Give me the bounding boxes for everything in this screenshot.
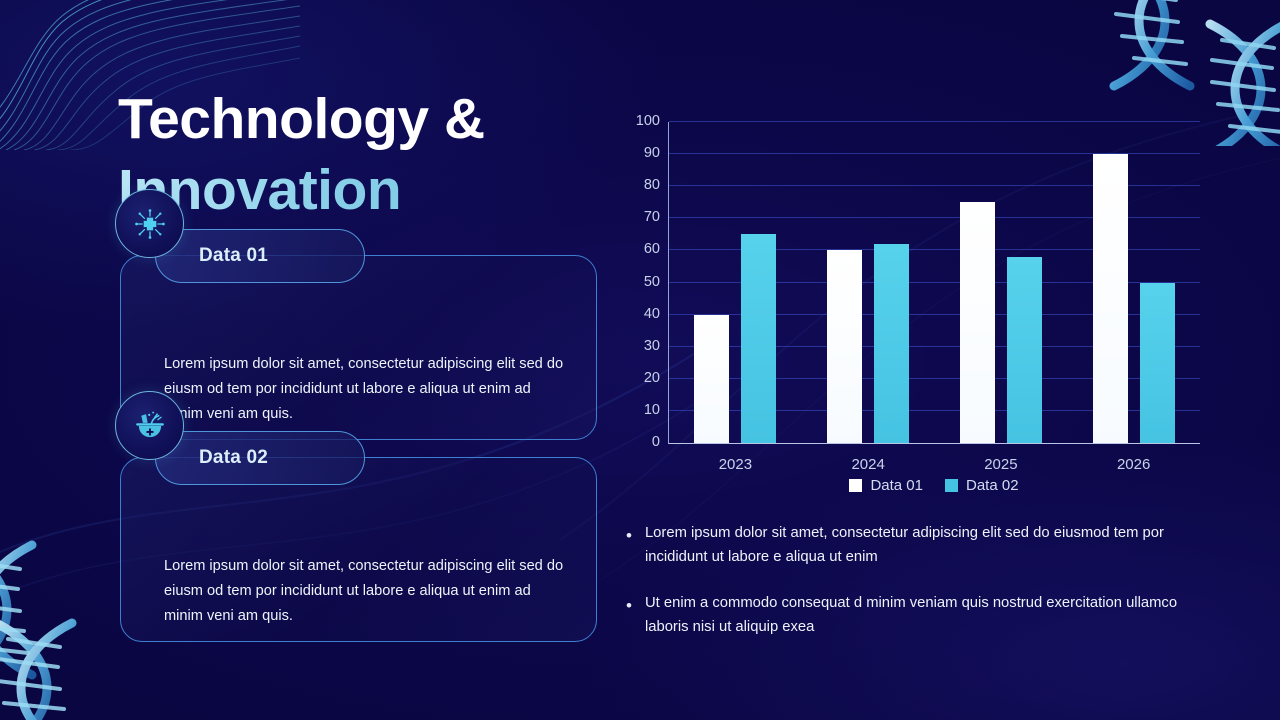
data-card-1-header-pill[interactable]: Data 01 [115, 189, 365, 283]
chart-gridline: 80 [644, 177, 1200, 193]
chart-plot-area: 0 10 20 30 40 50 60 70 80 90 100 2023 2024 2025 2026 [636, 113, 1200, 473]
chart-legend-swatch [945, 479, 958, 492]
chart-gridline: 20 [644, 370, 1200, 386]
chart-legend-label: Data 02 [966, 477, 1019, 494]
chart-y-tick-label: 0 [651, 434, 660, 450]
chart-bar-group: 2025 [935, 122, 1068, 473]
chart-gridline: 90 [644, 145, 1200, 161]
data-card-2-label: Data 02 [199, 447, 268, 468]
bullet-marker-icon: • [626, 526, 632, 545]
bar-chart[interactable]: 0 10 20 30 40 50 60 70 80 90 100 2023 2024 2025 2026 … [618, 112, 1218, 502]
chart-x-tick-label: 2024 [851, 456, 885, 473]
chart-x-tick-label: 2026 [1116, 456, 1151, 473]
chart-y-tick-label: 60 [643, 241, 660, 258]
mortar-pestle-pharmacy-icon [115, 391, 184, 460]
chart-legend-label: Data 01 [870, 477, 923, 494]
bullet-text: Lorem ipsum dolor sit amet, consectetur … [644, 525, 1164, 565]
chart-x-tick-label: 2025 [984, 456, 1018, 473]
chart-x-tick-label: 2023 [718, 456, 753, 473]
list-item: • Lorem ipsum dolor sit amet, consectetur… [626, 522, 1216, 570]
chart-legend[interactable]: Data 01 Data 02 [668, 477, 1200, 494]
chart-bar-group: 2023 [669, 122, 802, 473]
chart-gridline: 70 [644, 209, 1200, 225]
chart-gridline: 0 [652, 434, 1200, 450]
chart-bar[interactable] [741, 234, 777, 443]
chart-bar[interactable] [1139, 282, 1175, 443]
chart-y-tick-label: 10 [643, 401, 660, 418]
chart-y-tick-label: 70 [643, 209, 660, 226]
data-card-2[interactable]: Data 02 Lorem ipsum dolor sit amet, cons… [115, 391, 597, 642]
chart-gridline: 50 [644, 274, 1200, 290]
chart-legend-item[interactable]: Data 02 [945, 477, 1019, 494]
chart-bar[interactable] [874, 243, 910, 443]
chart-bar[interactable] [827, 250, 863, 443]
data-card-2-header-pill[interactable]: Data 02 [115, 391, 365, 485]
chart-bar[interactable] [959, 202, 995, 443]
chart-gridline: 100 [636, 113, 1200, 129]
chart-y-tick-label: 20 [643, 369, 660, 386]
list-item: • Ut enim a commodo consequat d minim ven… [626, 592, 1216, 640]
chart-gridline: 30 [644, 338, 1200, 354]
chart-y-tick-label: 100 [635, 113, 660, 129]
chart-gridline: 40 [644, 306, 1200, 322]
medical-circuit-chip-icon [115, 189, 184, 258]
chart-legend-item[interactable]: Data 01 [849, 477, 923, 494]
data-card-1[interactable]: Data 01 Lorem ipsum dolor sit amet, cons… [115, 189, 597, 440]
chart-bar[interactable] [1092, 154, 1128, 443]
chart-y-tick-label: 40 [643, 305, 660, 322]
chart-y-tick-label: 30 [643, 337, 660, 354]
chart-y-tick-label: 90 [643, 145, 660, 162]
wave-lines-decoration-icon [0, 0, 300, 150]
data-card-2-body: Lorem ipsum dolor sit amet, consectetur … [164, 558, 564, 625]
chart-bar-group: 2026 [1067, 122, 1200, 473]
page-title: Technology & Innovation [118, 84, 485, 225]
title-line-1: Technology & [118, 87, 485, 151]
chart-y-tick-label: 80 [643, 177, 660, 194]
chart-legend-swatch [849, 479, 863, 492]
bullet-marker-icon: • [626, 595, 632, 615]
bullet-list: • Lorem ipsum dolor sit amet, consectetur… [626, 522, 1216, 662]
chart-bar[interactable] [1006, 256, 1042, 443]
data-card-1-label: Data 01 [199, 245, 268, 266]
chart-bar-group: 2024 [802, 122, 935, 473]
bullet-text: Ut enim a commodo consequat d minim veni… [644, 594, 1178, 635]
chart-gridline: 60 [644, 241, 1200, 257]
chart-gridline: 10 [644, 402, 1200, 418]
chart-bar[interactable] [694, 314, 730, 443]
data-card-1-body: Lorem ipsum dolor sit amet, consectetur … [164, 356, 564, 423]
chart-bar-groups: 2023 2024 2025 2026 [669, 122, 1200, 473]
chart-y-tick-label: 50 [643, 273, 660, 290]
